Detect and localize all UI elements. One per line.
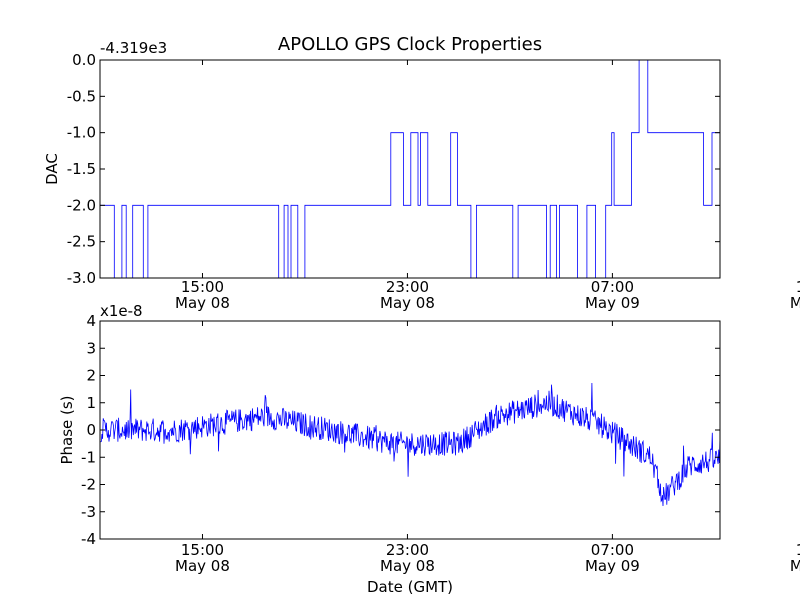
- y-tick-label: 3: [86, 339, 96, 357]
- x-tick-time: 15:00: [181, 278, 224, 296]
- y-tick-label: 0: [86, 421, 96, 439]
- x-tick-time: 15:00: [796, 278, 800, 296]
- x-tick-date: May 09: [585, 557, 640, 575]
- y-tick-label: 2: [86, 367, 96, 385]
- y-tick-label: -4: [81, 530, 96, 548]
- x-tick-time: 15:00: [796, 541, 800, 559]
- y-tick-label: -3.0: [67, 269, 96, 287]
- bottom-y-axis-label: Phase (s): [58, 395, 76, 464]
- x-tick-time: 15:00: [181, 541, 224, 559]
- x-tick-date: May 08: [380, 294, 435, 312]
- top-y-ticks: 0.0 -0.5 -1.0 -1.5 -2.0 -2.5 -3.0: [67, 51, 720, 287]
- y-tick-label: -0.5: [67, 87, 96, 105]
- bottom-y-ticks: 4 3 2 1 0 -1 -2 -3 -4: [81, 312, 720, 548]
- y-tick-label: -1.5: [67, 160, 96, 178]
- x-tick-date: May 08: [175, 557, 230, 575]
- y-tick-label: -3: [81, 503, 96, 521]
- x-tick-date: May 08: [380, 557, 435, 575]
- x-tick-time: 07:00: [591, 541, 634, 559]
- y-tick-label: -2.0: [67, 196, 96, 214]
- x-tick-date: May 09: [585, 294, 640, 312]
- y-tick-label: -2.5: [67, 233, 96, 251]
- x-tick-time: 23:00: [386, 541, 429, 559]
- chart-title: APOLLO GPS Clock Properties: [278, 34, 542, 55]
- x-tick-time: 07:00: [591, 278, 634, 296]
- y-tick-label: -2: [81, 476, 96, 494]
- y-tick-label: 1: [86, 394, 96, 412]
- x-tick-date: May 09: [790, 557, 800, 575]
- y-tick-label: -1.0: [67, 124, 96, 142]
- y-tick-label: 0.0: [72, 51, 96, 69]
- x-axis-label: Date (GMT): [367, 578, 453, 596]
- top-offset-label: -4.319e3: [100, 39, 167, 57]
- x-tick-time: 23:00: [386, 278, 429, 296]
- x-tick-date: May 08: [175, 294, 230, 312]
- y-tick-label: 4: [86, 312, 96, 330]
- top-y-axis-label: DAC: [43, 153, 61, 185]
- y-tick-label: -1: [81, 448, 96, 466]
- bottom-offset-label: x1e-8: [100, 302, 143, 320]
- x-tick-date: May 09: [790, 294, 800, 312]
